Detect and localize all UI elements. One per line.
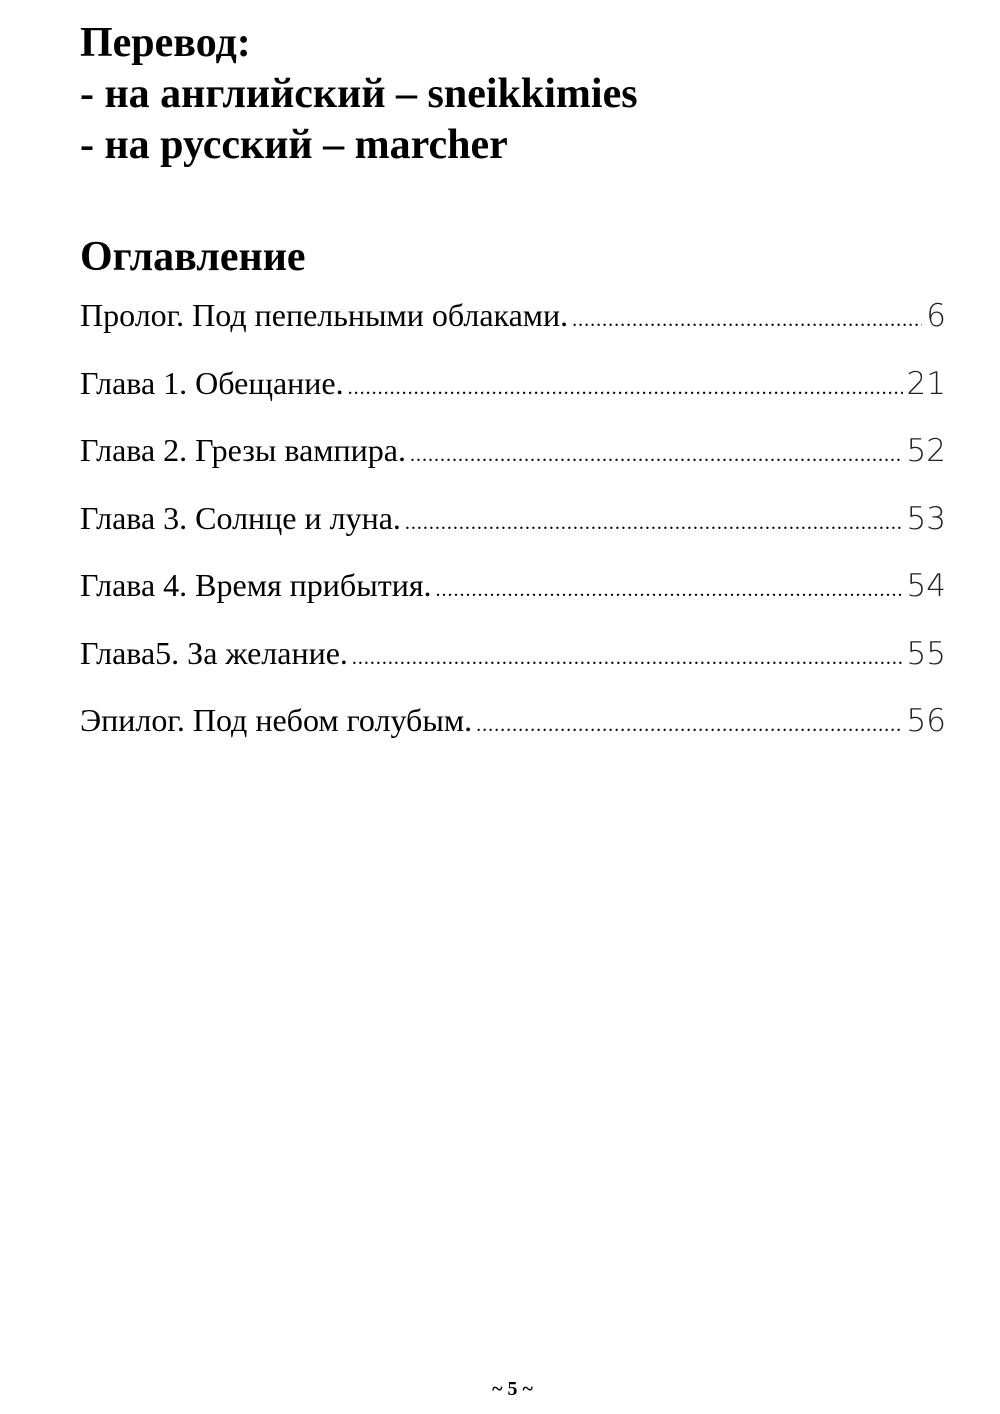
dot-leader — [405, 500, 903, 546]
toc-entry-label: Глава 3. Солнце и луна. — [80, 499, 401, 536]
toc-entry[interactable]: Глава 1. Обещание. 21 — [80, 360, 946, 428]
toc-entry[interactable]: Эпилог. Под небом голубым. 56 — [80, 697, 946, 765]
toc-entry[interactable]: Глава 4. Время прибытия. 54 — [80, 562, 946, 630]
credits-english: - на английский – sneikkimies — [80, 71, 638, 117]
toc-entry-label: Глава 2. Грезы вампира. — [80, 432, 406, 468]
credits-heading: Перевод: — [80, 20, 251, 66]
credits-russian: - на русский – marcher — [80, 122, 508, 168]
toc-entry-label: Глава 1. Обещание. — [80, 364, 344, 401]
dot-leader — [436, 567, 903, 613]
dot-leader — [476, 702, 902, 748]
toc-entry-page: 21 — [906, 365, 946, 402]
toc-entry-page: 53 — [906, 500, 946, 537]
toc-entry[interactable]: Глава 3. Солнце и луна. 53 — [80, 495, 946, 563]
toc-entry-label: Пролог. Под пепельными облаками. — [80, 297, 569, 333]
toc-entry[interactable]: Глава5. За желание. 55 — [80, 630, 946, 698]
toc-title: Оглавление — [80, 234, 306, 280]
dot-leader — [572, 297, 922, 343]
toc-entry-page: 55 — [906, 635, 946, 672]
toc-entry-page: 54 — [906, 568, 946, 604]
dot-leader — [352, 635, 903, 681]
table-of-contents: Пролог. Под пепельными облаками. 6 Глава … — [80, 292, 946, 765]
toc-entry-label: Глава5. За желание. — [80, 634, 348, 671]
toc-entry-page: 56 — [906, 703, 946, 739]
toc-entry-page: 52 — [906, 433, 946, 469]
dot-leader — [348, 365, 903, 411]
translation-credits: Перевод: - на английский – sneikkimies -… — [80, 18, 638, 171]
toc-entry-label: Эпилог. Под небом голубым. — [80, 702, 473, 738]
toc-entry[interactable]: Пролог. Под пепельными облаками. 6 — [80, 292, 946, 360]
toc-entry-page: 6 — [926, 298, 946, 334]
toc-entry[interactable]: Глава 2. Грезы вампира. 52 — [80, 427, 946, 495]
page-number: ~ 5 ~ — [492, 1378, 533, 1400]
dot-leader — [410, 432, 903, 478]
toc-entry-label: Глава 4. Время прибытия. — [80, 567, 432, 603]
